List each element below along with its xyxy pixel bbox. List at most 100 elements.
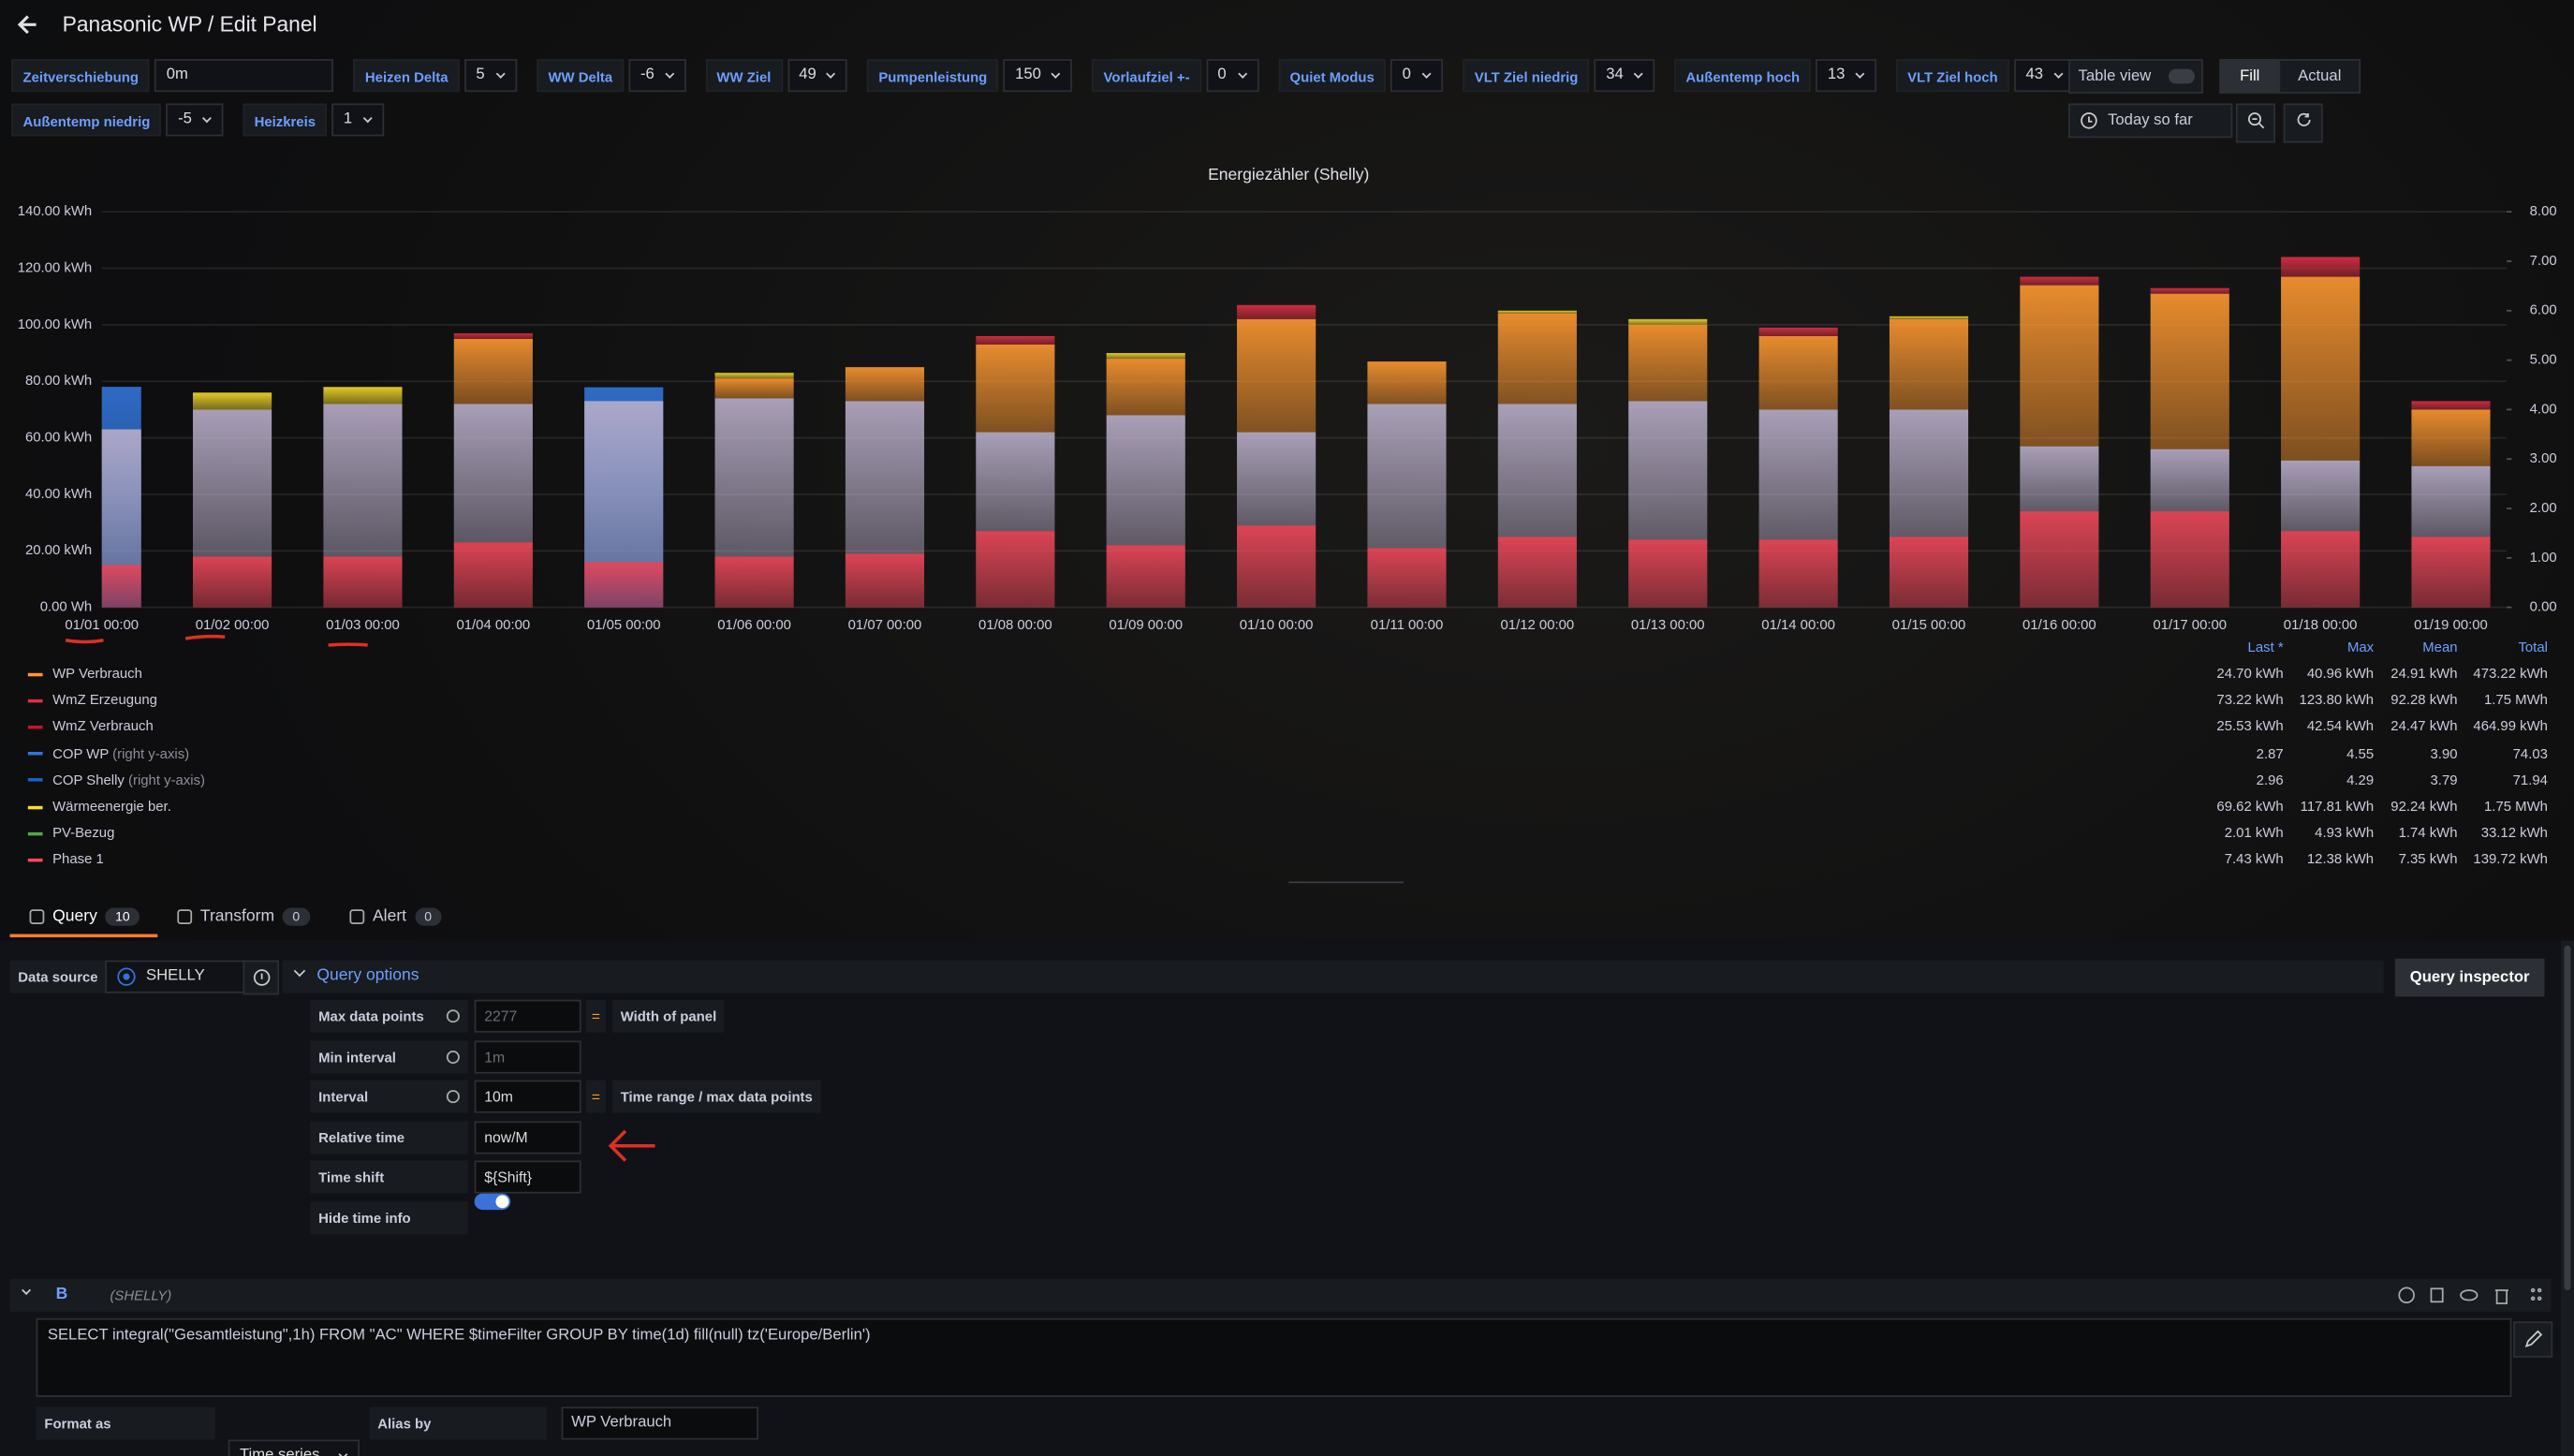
option-label-text: Max data points: [318, 1007, 424, 1024]
alias-label: Alias by: [369, 1406, 547, 1440]
option-input[interactable]: 1m: [474, 1039, 581, 1073]
chart: Energiezähler (Shelly) 0.00 Wh 20.00 kWh 4…: [18, 165, 2557, 647]
y-tick-label: 120.00 kWh: [18, 260, 92, 275]
fill-button[interactable]: Fill: [2219, 59, 2281, 94]
legend-column-header: Last *: [2247, 638, 2284, 655]
variable-value[interactable]: 0: [1390, 59, 1444, 93]
edit-mode-button[interactable]: [2513, 1321, 2553, 1358]
y2-tick-label: 0.00: [2530, 600, 2557, 615]
legend-item[interactable]: Phase 1: [52, 851, 104, 868]
bar-segment: [1889, 316, 1969, 319]
query-row-actions[interactable]: [2397, 1286, 2548, 1305]
variable-value[interactable]: 150: [1003, 59, 1073, 93]
toggle-switch[interactable]: [474, 1193, 511, 1211]
legend-stat: 73.22 kWh: [2216, 691, 2284, 708]
legend-item[interactable]: Wärmeenergie ber.: [52, 798, 171, 815]
option-input[interactable]: 10m: [474, 1080, 581, 1113]
legend-stat: 24.47 kWh: [2390, 717, 2458, 735]
variable-label: Zeitverschiebung: [11, 59, 151, 93]
variable-label: Vorlaufziel +-: [1092, 59, 1201, 93]
bar-segment: [1497, 404, 1577, 537]
variable-value[interactable]: 13: [1816, 59, 1876, 93]
query-editor[interactable]: SELECT integral("Gesamtleistung",1h) FRO…: [36, 1317, 2512, 1397]
tab[interactable]: Alert 0: [349, 907, 442, 926]
time-range-picker[interactable]: Today so far: [2068, 103, 2233, 139]
option-input[interactable]: now/M: [474, 1121, 581, 1155]
bar-segment: [1367, 361, 1447, 404]
legend-stat: 139.72 kWh: [2473, 850, 2548, 868]
legend-column-header: Total: [2518, 638, 2548, 655]
x-tick-label: 01/12 00:00: [1501, 618, 1575, 633]
tab-icon: [349, 909, 365, 925]
legend-item[interactable]: WP Verbrauch: [52, 665, 142, 682]
bar-segment: [845, 401, 925, 554]
bar-segment: [2150, 511, 2229, 608]
toggle-knob: [495, 1195, 509, 1209]
legend-item[interactable]: COP Shelly (right y-axis): [52, 772, 205, 788]
legend-item[interactable]: WmZ Verbrauch: [52, 718, 154, 735]
option-label: Min interval: [310, 1039, 468, 1073]
query-options-bar[interactable]: Query options: [282, 960, 2384, 993]
x-tick-label: 01/17 00:00: [2153, 618, 2227, 633]
y-tick-label: 0.00 Wh: [40, 600, 92, 615]
legend-column-header: Mean: [2422, 638, 2458, 655]
variable-value[interactable]: 5: [464, 59, 518, 93]
option-input[interactable]: ${Shift}: [474, 1161, 581, 1195]
variable-value[interactable]: 34: [1594, 59, 1655, 93]
tab[interactable]: Query 10: [29, 907, 140, 926]
legend-stat: 24.91 kWh: [2390, 665, 2458, 682]
variable-value[interactable]: 1: [331, 103, 385, 137]
legend-swatch: [27, 804, 43, 809]
variables-row: Zeitverschiebung 0m Heizen Delta 5 WW Delta -…: [11, 59, 2075, 93]
active-tab-indicator: [9, 934, 158, 938]
variable: WW Ziel 49: [705, 59, 848, 93]
legend-swatch: [27, 699, 43, 702]
refresh-button[interactable]: [2283, 103, 2323, 143]
bar-segment: [453, 542, 533, 608]
help-button[interactable]: [243, 960, 280, 995]
legend-stat: 4.55: [2346, 744, 2375, 761]
option-label-text: Hide time info: [318, 1210, 411, 1227]
back-button[interactable]: [13, 10, 43, 40]
x-tick-label: 01/08 00:00: [978, 618, 1052, 633]
legend-swatch: [27, 752, 43, 756]
option-input[interactable]: 2277: [474, 999, 581, 1033]
legend-item[interactable]: PV-Bezug: [52, 824, 114, 841]
legend-item[interactable]: COP WP (right y-axis): [52, 744, 189, 761]
info-icon: [446, 1009, 460, 1023]
legend-stat: 71.94: [2512, 771, 2548, 788]
variable-label: Außentemp hoch: [1674, 59, 1812, 93]
legend-stat: 92.28 kWh: [2390, 691, 2458, 708]
variable-label: WW Delta: [537, 59, 625, 93]
actual-button[interactable]: Actual: [2278, 59, 2361, 94]
y-tick-label: 140.00 kWh: [18, 204, 92, 219]
option-label: Relative time: [310, 1121, 468, 1155]
bar-segment: [192, 556, 272, 608]
variable-value[interactable]: 49: [787, 59, 848, 93]
option-label: Interval: [310, 1080, 468, 1113]
query-inspector-button[interactable]: Query inspector: [2394, 958, 2545, 997]
x-tick-label: 01/09 00:00: [1109, 618, 1183, 633]
legend-stat: 92.24 kWh: [2390, 798, 2458, 815]
legend-item[interactable]: WmZ Erzeugung: [52, 691, 157, 708]
legend-name: Wärmeenergie ber.: [52, 798, 171, 815]
x-tick-label: 01/04 00:00: [456, 618, 530, 633]
variable-value[interactable]: 0m: [154, 59, 334, 93]
variable-label: Heizen Delta: [353, 59, 460, 93]
variable-value[interactable]: -6: [628, 59, 686, 93]
variable-value[interactable]: 0: [1206, 59, 1259, 93]
bar-segment: [1497, 537, 1577, 608]
x-tick-label: 01/06 00:00: [717, 618, 791, 633]
variable-value[interactable]: -5: [166, 103, 224, 137]
alias-input[interactable]: WP Verbrauch: [561, 1406, 758, 1440]
table-view-toggle[interactable]: Table view: [2068, 59, 2203, 94]
tab[interactable]: Transform 0: [177, 907, 310, 926]
legend-stat: 25.53 kWh: [2216, 717, 2284, 735]
page-title: Panasonic WP / Edit Panel: [62, 11, 317, 37]
y2-tick-label: 5.00: [2530, 353, 2557, 368]
zoom-out-button[interactable]: [2235, 103, 2275, 143]
format-picker[interactable]: Time series: [228, 1439, 360, 1456]
bar-segment: [1497, 313, 1577, 404]
legend-swatch: [27, 725, 43, 729]
bar-segment: [1106, 359, 1185, 416]
